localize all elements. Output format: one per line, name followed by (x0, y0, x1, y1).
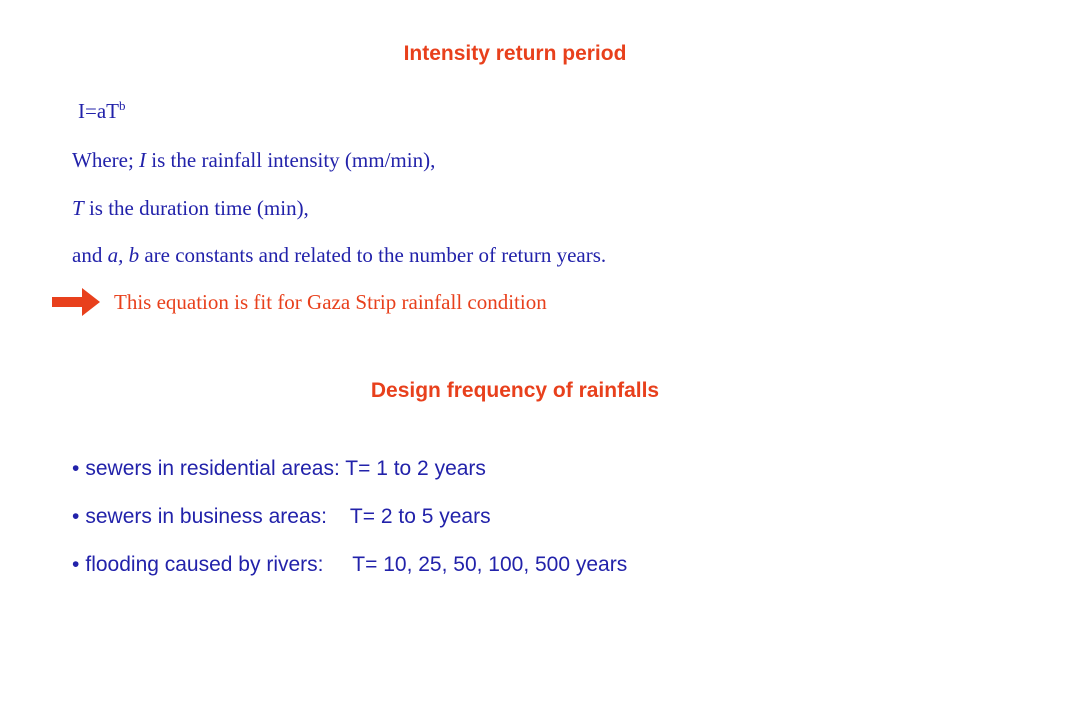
definition-duration: T is the duration time (min), (72, 196, 309, 221)
section-title-design-frequency: Design frequency of rainfalls (370, 379, 660, 402)
definition-intensity: Where; I is the rainfall intensity (mm/m… (72, 148, 435, 173)
variable-b: b (128, 243, 140, 267)
right-arrow-icon (52, 287, 102, 317)
definition-text: is the duration time (min), (83, 196, 309, 220)
definition-text: is the rainfall intensity (mm/min), (146, 148, 436, 172)
list-item-text: flooding caused by rivers: T= 10, 25, 50… (85, 553, 628, 576)
definition-constants: and a, b are constants and related to th… (72, 243, 606, 268)
list-item: • sewers in business areas: T= 2 to 5 yea… (72, 503, 627, 551)
list-item: • flooding caused by rivers: T= 10, 25, 5… (72, 551, 627, 599)
definition-prefix: Where; (72, 148, 140, 172)
list-item: • sewers in residential areas: T= 1 to 2 … (72, 455, 627, 503)
variable-a: a, (107, 243, 124, 267)
design-frequency-list: • sewers in residential areas: T= 1 to 2 … (72, 455, 627, 599)
formula-base: I=aT (78, 99, 119, 123)
variable-i: I (139, 148, 147, 172)
formula-exponent: b (119, 98, 126, 113)
list-item-text: sewers in residential areas: T= 1 to 2 y… (85, 457, 486, 480)
bullet-icon: • (72, 505, 80, 528)
list-item-text: sewers in business areas: T= 2 to 5 year… (85, 505, 491, 528)
formula: I=aTb (78, 98, 126, 124)
variable-t: T (72, 196, 84, 220)
note-row: This equation is fit for Gaza Strip rain… (52, 287, 547, 317)
bullet-icon: • (72, 553, 80, 576)
definition-prefix: and (72, 243, 108, 267)
bullet-icon: • (72, 457, 80, 480)
note-text: This equation is fit for Gaza Strip rain… (114, 289, 547, 314)
definition-text: are constants and related to the number … (139, 243, 607, 267)
section-title-intensity: Intensity return period (403, 42, 627, 65)
